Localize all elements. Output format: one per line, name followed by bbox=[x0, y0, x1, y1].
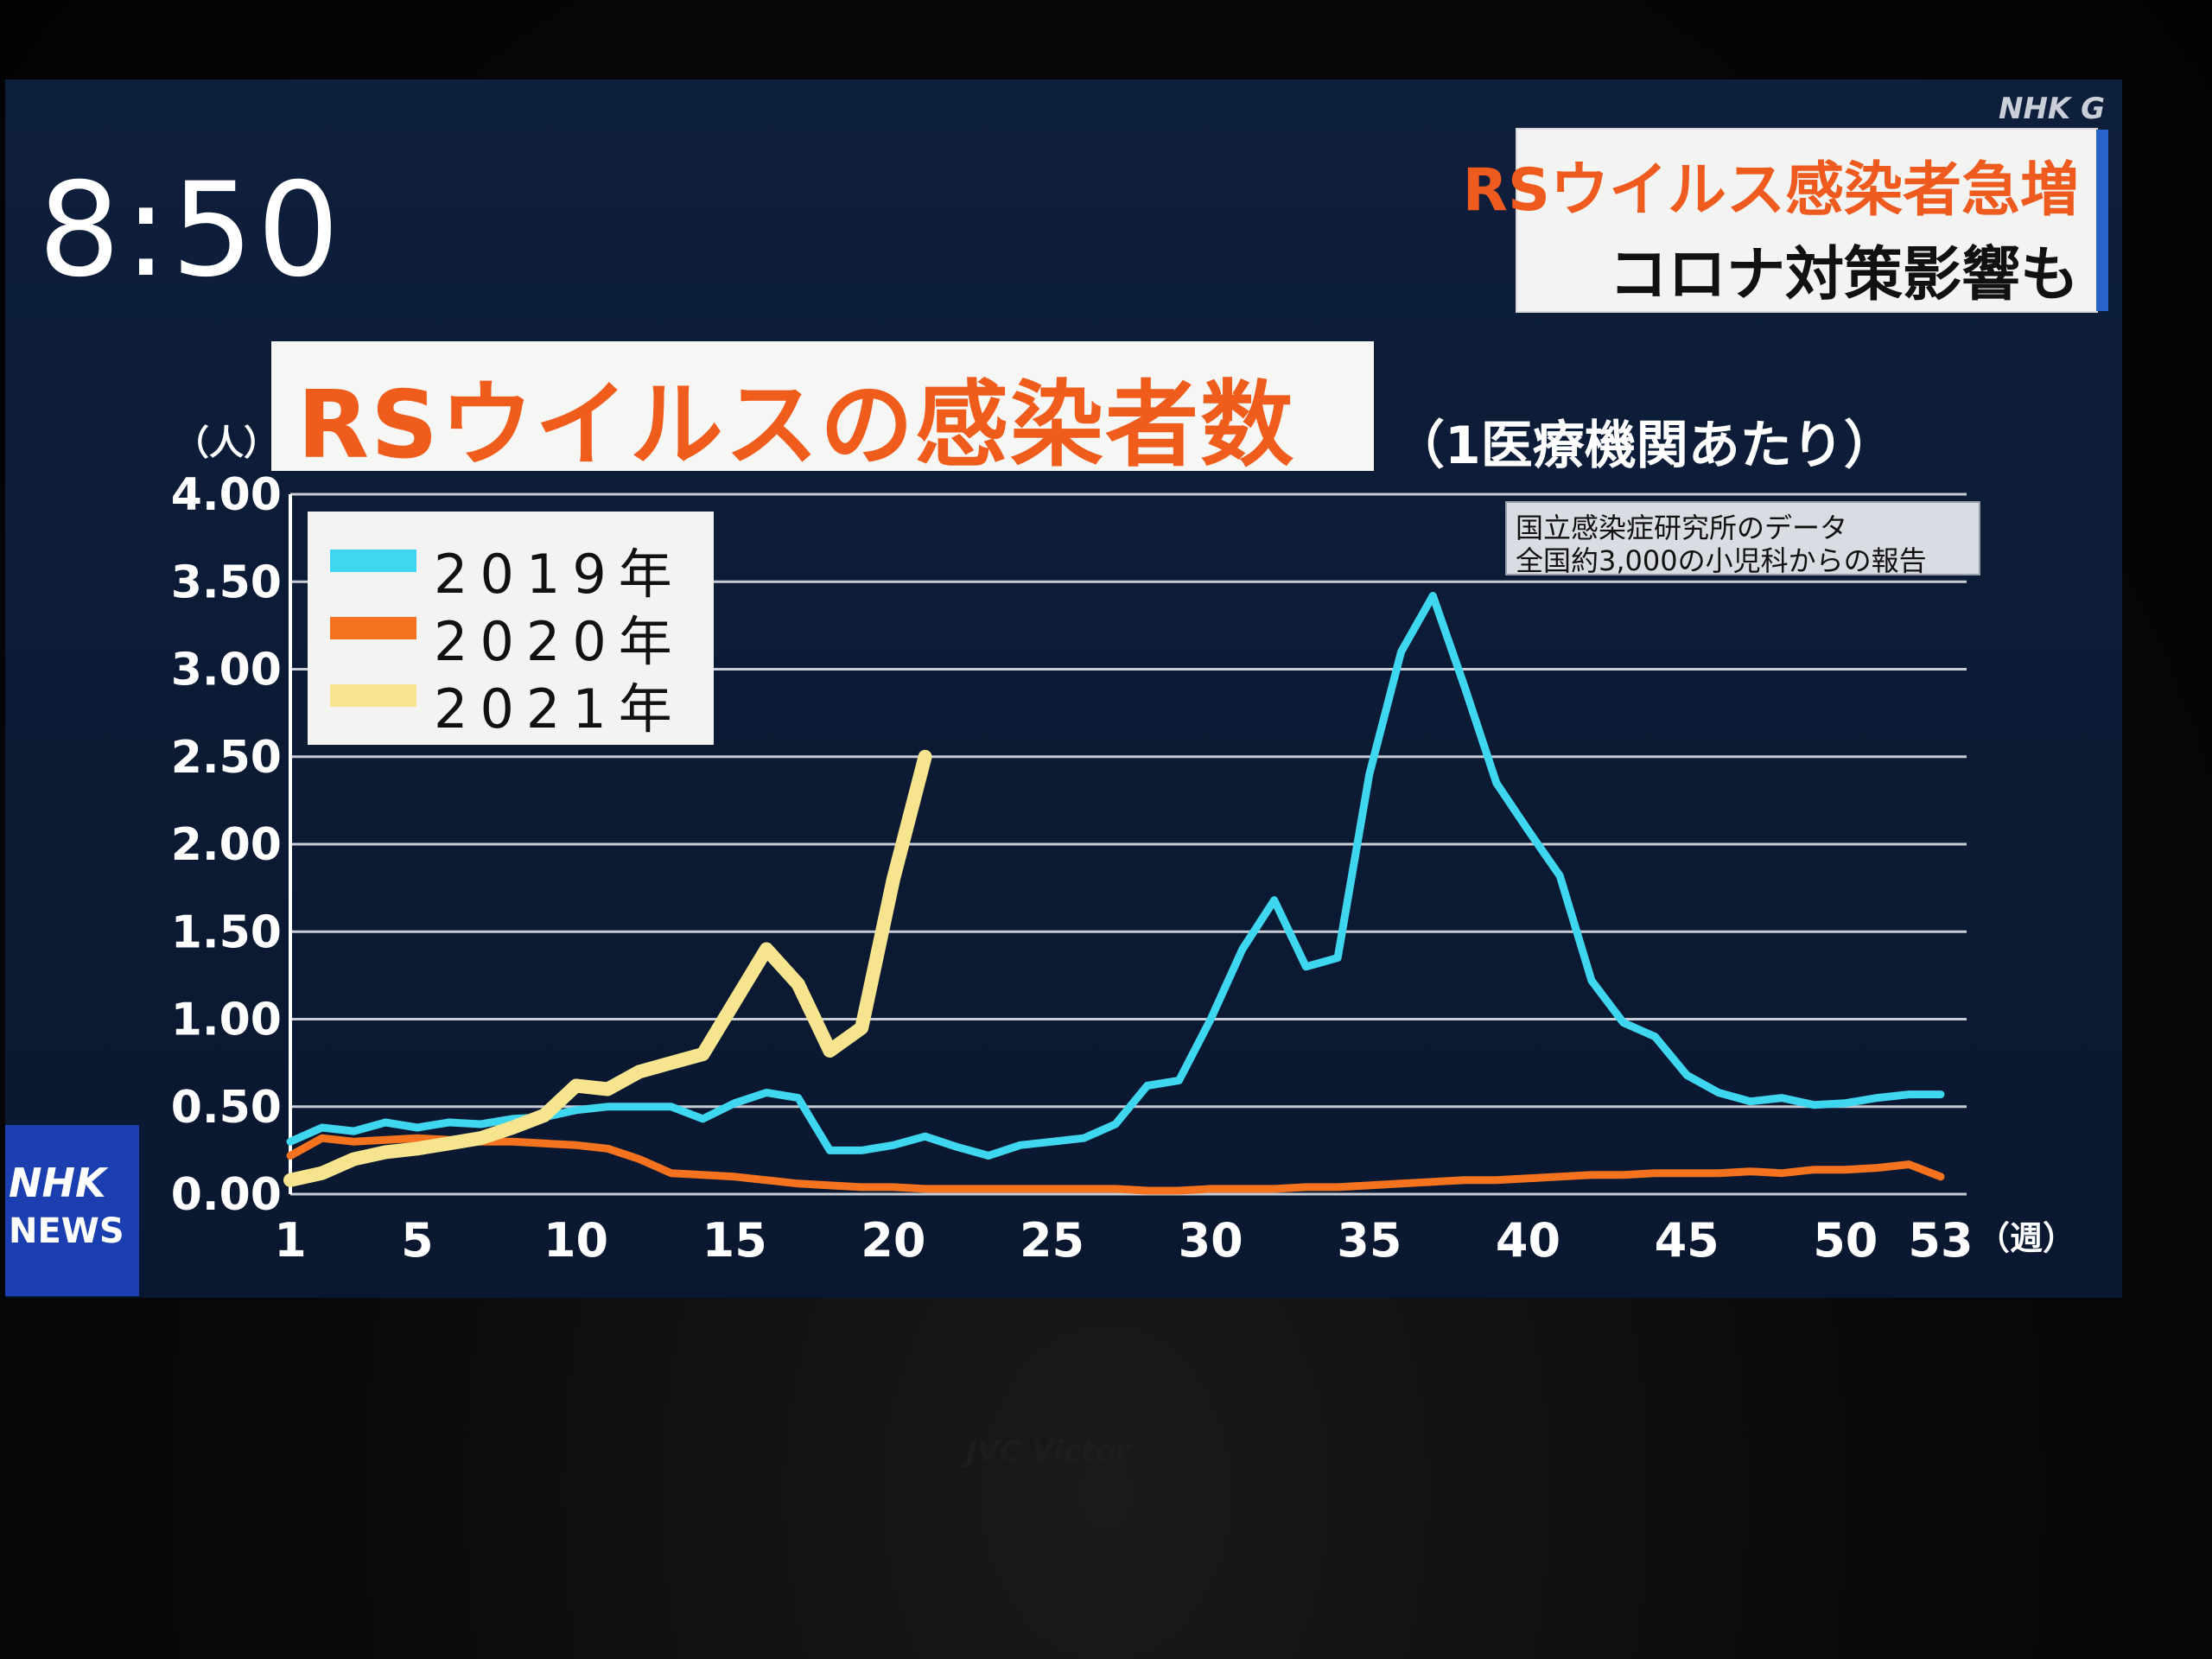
legend-swatch-2020 bbox=[330, 617, 416, 639]
chart-title: RSウイルスの感染者数 bbox=[297, 372, 1295, 480]
x-tick-label: 25 bbox=[1020, 1213, 1084, 1268]
x-tick-label: 45 bbox=[1655, 1213, 1719, 1268]
y-tick-label: 2.00 bbox=[171, 819, 282, 871]
legend-item-2019: 2019年 bbox=[330, 531, 710, 606]
series-line-2020 bbox=[286, 1134, 1945, 1195]
series-line-2019 bbox=[286, 592, 1945, 1160]
headline-main: RSウイルス感染者急増 bbox=[1462, 156, 2079, 225]
tv-screen: 8:50 NHK G RSウイルス感染者急増 コロナ対策影響も RSウイルスの感… bbox=[5, 79, 2122, 1298]
source-line-2: 全国約3,000の小児科からの報告 bbox=[1516, 544, 1927, 577]
y-tick-label: 4.00 bbox=[171, 469, 282, 521]
legend-label-2021: 2021年 bbox=[434, 677, 684, 741]
y-axis-ticks: 0.00 0.50 1.00 1.50 2.00 2.50 3.00 3.50 4.00 bbox=[171, 469, 282, 1221]
y-tick-label: 2.50 bbox=[171, 732, 282, 784]
y-axis-unit: （人） bbox=[175, 423, 278, 463]
channel-logo: NHK G bbox=[1998, 92, 2105, 126]
y-tick-label: 3.50 bbox=[171, 556, 282, 608]
x-tick-label: 53 bbox=[1908, 1213, 1973, 1268]
x-tick-label: 15 bbox=[702, 1213, 767, 1268]
y-tick-label: 1.00 bbox=[171, 995, 282, 1046]
tv-brand-logo: JVC Victor bbox=[966, 1434, 1130, 1469]
chart-legend: 2019年 2020年 2021年 bbox=[308, 512, 714, 745]
headline-box: RSウイルス感染者急増 コロナ対策影響も bbox=[1463, 130, 2108, 311]
clock: 8:50 bbox=[38, 156, 343, 306]
legend-item-2021: 2021年 bbox=[330, 665, 710, 741]
series-line-2021 bbox=[283, 749, 932, 1187]
x-tick-label: 30 bbox=[1179, 1213, 1243, 1268]
y-tick-label: 0.50 bbox=[171, 1082, 282, 1134]
source-line-1: 国立感染症研究所のデータ bbox=[1516, 512, 1848, 544]
chart-series bbox=[283, 592, 1945, 1195]
x-tick-label: 5 bbox=[401, 1213, 434, 1268]
x-tick-label: 20 bbox=[861, 1213, 925, 1268]
legend-label-2019: 2019年 bbox=[434, 543, 684, 606]
nhk-news-logo: NHK NEWS bbox=[5, 1125, 139, 1296]
y-tick-label: 3.00 bbox=[171, 645, 282, 696]
headline-accent-bar bbox=[2096, 130, 2108, 311]
legend-item-2020: 2020年 bbox=[330, 598, 710, 673]
x-axis-ticks: 1 5 10 15 20 25 30 35 40 45 50 53 （週） bbox=[274, 1213, 2075, 1268]
headline-sub: コロナ対策影響も bbox=[1608, 241, 2079, 309]
chart-subtitle: （1医療機関あたり） bbox=[1393, 416, 1896, 476]
x-tick-label: 10 bbox=[543, 1213, 608, 1268]
legend-swatch-2019 bbox=[330, 550, 416, 572]
legend-swatch-2021 bbox=[330, 684, 416, 707]
x-tick-label: 50 bbox=[1813, 1213, 1878, 1268]
x-tick-label: 35 bbox=[1337, 1213, 1402, 1268]
y-tick-label: 1.50 bbox=[171, 906, 282, 958]
source-note: 国立感染症研究所のデータ 全国約3,000の小児科からの報告 bbox=[1505, 501, 1980, 577]
news-logo-text: NEWS bbox=[9, 1211, 124, 1251]
x-tick-label: 1 bbox=[274, 1213, 307, 1268]
chart-title-box: RSウイルスの感染者数 bbox=[271, 341, 1374, 480]
x-axis-unit: （週） bbox=[1977, 1219, 2075, 1257]
x-tick-label: 40 bbox=[1496, 1213, 1560, 1268]
legend-label-2020: 2020年 bbox=[434, 610, 684, 673]
y-tick-label: 0.00 bbox=[171, 1169, 282, 1221]
nhk-logo-text: NHK bbox=[9, 1160, 106, 1206]
